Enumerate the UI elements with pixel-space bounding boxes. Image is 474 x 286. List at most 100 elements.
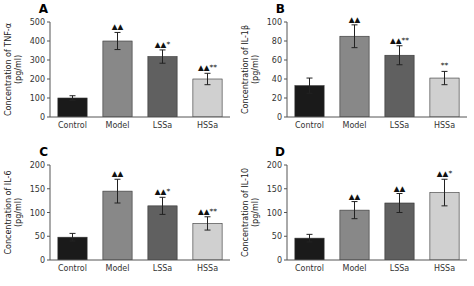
y-tick-label: 300: [30, 56, 45, 65]
x-tick-label: LSSa: [390, 121, 410, 130]
y-tick-label: 40: [272, 75, 282, 84]
y-axis: [287, 22, 288, 117]
annotation: ▲▲**: [390, 36, 409, 45]
error-bar: [352, 25, 358, 48]
error-bar: [442, 71, 448, 84]
x-axis: [287, 117, 467, 118]
x-tick-label: Control: [58, 264, 87, 273]
y-label: Concentration of TNF-α(pg/ml): [4, 23, 23, 116]
annotation: ▲▲: [112, 169, 124, 178]
y-label-line: (pg/ml): [251, 198, 260, 227]
error-bar: [115, 179, 121, 203]
x-tick-label: HSSa: [434, 264, 455, 273]
y-tick: [284, 22, 287, 23]
y-tick-label: 100: [30, 94, 45, 103]
annotation: ▲▲*: [155, 187, 171, 196]
panel: ▲▲▲▲*▲▲**0100200300400500ControlModelLSS…: [4, 2, 230, 130]
y-tick-label: 80: [272, 37, 282, 46]
y-tick: [284, 260, 287, 261]
y-tick-label: 400: [30, 37, 45, 46]
error-bar: [442, 179, 448, 206]
y-tick-label: 200: [30, 161, 45, 170]
y-tick: [47, 188, 50, 189]
y-tick: [47, 22, 50, 23]
y-tick-label: 0: [40, 113, 45, 122]
y-tick: [284, 188, 287, 189]
x-tick-label: Model: [342, 264, 366, 273]
x-tick-label: LSSa: [153, 264, 173, 273]
bar: [103, 41, 132, 117]
x-tick-label: Model: [105, 121, 129, 130]
annotation: ▲▲: [112, 22, 124, 31]
y-tick-label: 0: [277, 113, 282, 122]
y-tick: [284, 165, 287, 166]
error-bar: [70, 96, 76, 101]
y-tick: [47, 117, 50, 118]
error-bar: [307, 234, 313, 242]
panel: ▲▲▲▲****020406080100ControlModelLSSaHSSa…: [241, 2, 467, 130]
y-label-line: Concentration of TNF-α: [4, 23, 13, 116]
x-tick-label: LSSa: [390, 264, 410, 273]
panel: ▲▲▲▲*▲▲**050100150200ControlModelLSSaHSS…: [4, 145, 230, 273]
y-tick: [47, 165, 50, 166]
y-tick-label: 0: [40, 256, 45, 265]
y-tick-label: 60: [272, 56, 282, 65]
marks: [295, 25, 459, 117]
annotation: ▲▲: [349, 192, 361, 201]
y-tick-label: 150: [30, 185, 45, 194]
panel-label: C: [39, 145, 48, 159]
y-label-line: Concentration of IL-6: [4, 170, 13, 254]
y-tick: [47, 260, 50, 261]
y-tick: [47, 41, 50, 42]
y-label-line: (pg/ml): [14, 198, 23, 227]
y-tick-label: 50: [35, 232, 45, 241]
y-tick-label: 100: [267, 18, 282, 27]
x-tick-label: LSSa: [153, 121, 173, 130]
marks: [295, 179, 459, 260]
y-tick: [284, 60, 287, 61]
y-tick-label: 150: [267, 185, 282, 194]
y-axis: [50, 22, 51, 117]
y-tick: [284, 212, 287, 213]
marks: [58, 179, 222, 260]
panel: ▲▲▲▲▲▲*050100150200ControlModelLSSaHSSaC…: [241, 145, 467, 273]
error-bar: [205, 73, 211, 84]
x-tick-label: HSSa: [197, 121, 218, 130]
panel-label: B: [276, 2, 285, 16]
y-label: Concentration of IL-10(pg/ml): [241, 168, 260, 257]
y-tick: [284, 98, 287, 99]
error-bar: [205, 217, 211, 230]
bar: [148, 57, 177, 117]
y-tick-label: 0: [277, 256, 282, 265]
y-tick: [284, 236, 287, 237]
error-bar: [307, 78, 313, 93]
y-tick-label: 200: [30, 75, 45, 84]
y-tick-label: 200: [267, 161, 282, 170]
annotation: ▲▲**: [198, 207, 217, 216]
y-label-line: (pg/ml): [14, 55, 23, 84]
x-tick-label: HSSa: [434, 121, 455, 130]
annotation: ▲▲*: [437, 169, 453, 178]
y-label-line: (pg/ml): [251, 55, 260, 84]
y-tick: [47, 236, 50, 237]
annotation: ▲▲*: [155, 40, 171, 49]
x-axis: [287, 260, 467, 261]
annotation: ▲▲: [394, 184, 406, 193]
y-tick: [47, 212, 50, 213]
x-tick-label: Model: [105, 264, 129, 273]
error-bar: [160, 50, 166, 63]
y-tick: [47, 98, 50, 99]
y-label: Concentration of IL-1β(pg/ml): [241, 25, 260, 114]
y-label-line: Concentration of IL-10: [241, 168, 250, 257]
bar: [340, 36, 369, 117]
panel-label: A: [39, 2, 49, 16]
y-tick: [47, 79, 50, 80]
annotation: ▲▲: [349, 15, 361, 24]
y-label: Concentration of IL-6(pg/ml): [4, 170, 23, 254]
error-bar: [115, 32, 121, 49]
error-bar: [397, 46, 403, 65]
y-tick: [284, 117, 287, 118]
error-bar: [160, 197, 166, 214]
y-tick-label: 100: [30, 209, 45, 218]
y-tick-label: 50: [272, 232, 282, 241]
